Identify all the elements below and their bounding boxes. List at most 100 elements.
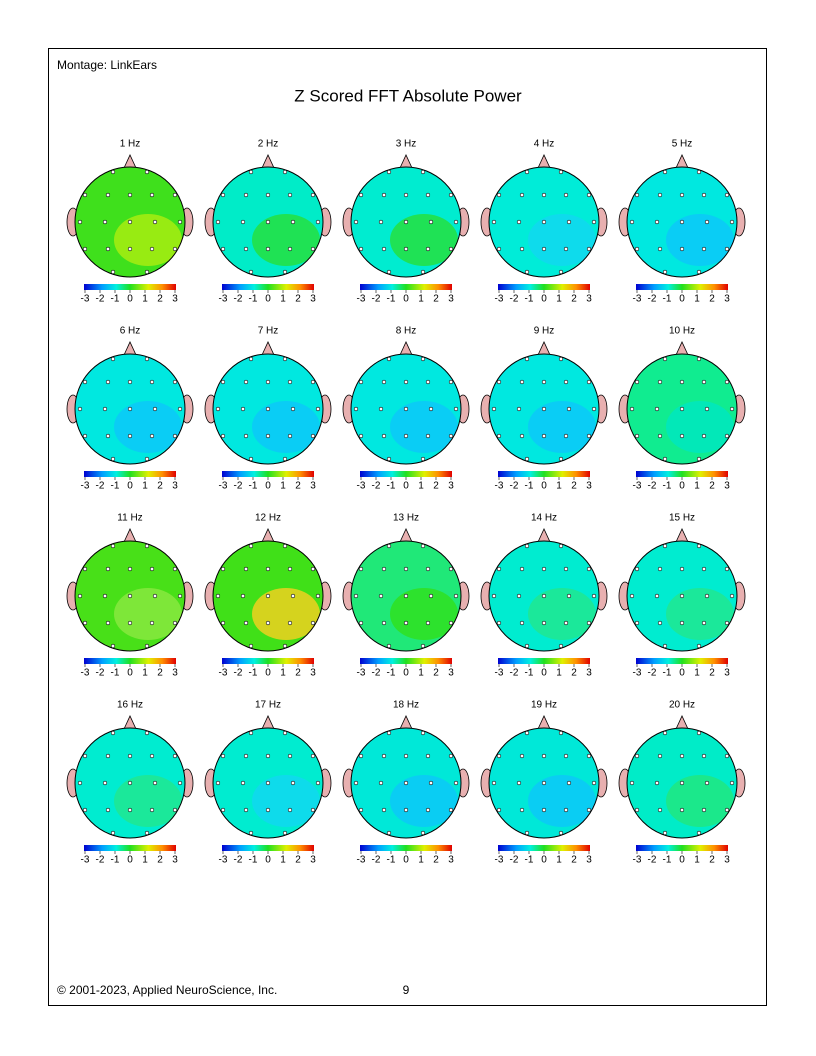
colorbar-tick-label: -1 [249,668,258,679]
electrode [105,246,111,252]
electrode [265,620,271,626]
electrode [586,807,592,813]
electrode [516,219,522,225]
electrode [172,379,178,385]
electrode [378,219,384,225]
colorbar-tick-label: -3 [495,481,504,492]
map-label: 15 Hz [669,513,695,524]
electrode [634,807,640,813]
topo-region [666,588,734,640]
electrode [144,730,150,736]
electrode [310,566,316,572]
electrode [287,246,293,252]
nose [675,341,689,356]
colorbar-tick-label: -3 [495,668,504,679]
electrode [701,620,707,626]
colorbar-tick-label: 1 [142,668,148,679]
electrode [177,780,183,786]
colorbar-tick-label: -1 [387,855,396,866]
colorbar-tick-label: -3 [81,855,90,866]
electrode [127,620,133,626]
colorbar-tick-label: 1 [142,855,148,866]
colorbar-tick-label: -1 [387,294,396,305]
electrode [566,593,572,599]
electrode [696,269,702,275]
electrode [243,379,249,385]
colorbar-tick-label: 2 [295,294,301,305]
electrode [701,246,707,252]
topo-map: 7 Hz -3 -2 -1 0 1 2 3 [204,326,332,492]
topo-map: 20 Hz -3 -2 -1 0 1 2 3 [618,700,746,866]
electrode [448,192,454,198]
nose [123,341,137,356]
electrode [524,269,530,275]
colorbar-tick-label: -2 [96,481,105,492]
electrode [386,356,392,362]
electrode [403,433,409,439]
electrode [127,219,133,225]
nose [261,528,275,543]
electrode [149,379,155,385]
map-label: 17 Hz [255,700,281,711]
colorbar [498,658,590,664]
nose [537,528,551,543]
electrode [381,433,387,439]
topo-region [528,588,596,640]
topo-region [528,214,596,266]
electrode [144,643,150,649]
colorbar-tick-label: -2 [372,855,381,866]
colorbar [222,471,314,477]
map-label: 19 Hz [531,700,557,711]
map-label: 7 Hz [258,326,279,337]
electrode [215,219,221,225]
colorbar-tick-label: -2 [96,294,105,305]
electrode [240,219,246,225]
electrode [381,246,387,252]
colorbar-tick-label: 0 [541,481,547,492]
electrode [110,830,116,836]
electrode [381,807,387,813]
map-label: 2 Hz [258,139,279,150]
electrode [172,246,178,252]
electrode [127,246,133,252]
colorbar-tick-label: 3 [724,668,730,679]
colorbar-tick-label: 1 [142,294,148,305]
colorbar-tick-label: -1 [525,668,534,679]
colorbar [222,284,314,290]
electrode [724,620,730,626]
colorbar-tick-label: 0 [679,668,685,679]
electrode [420,356,426,362]
topo-map: 9 Hz -3 -2 -1 0 1 2 3 [480,326,608,492]
electrode [696,456,702,462]
head-outline [74,166,186,278]
colorbar-tick-label: 0 [679,855,685,866]
electrode [110,643,116,649]
electrode [634,753,640,759]
electrode [287,753,293,759]
electrode [149,566,155,572]
electrode [102,780,108,786]
map-label: 13 Hz [393,513,419,524]
electrode [496,807,502,813]
electrode [558,730,564,736]
colorbar-tick-label: 3 [586,294,592,305]
electrode [704,780,710,786]
electrode [679,219,685,225]
electrode [657,620,663,626]
colorbar-tick-label: -3 [357,668,366,679]
colorbar-tick-label: 2 [157,855,163,866]
colorbar-tick-label: 0 [679,294,685,305]
colorbar-tick-label: 3 [586,481,592,492]
electrode [265,807,271,813]
electrode [102,593,108,599]
electrode [696,643,702,649]
electrode [353,780,359,786]
electrode [679,753,685,759]
electrode [215,593,221,599]
colorbar-tick-label: -3 [219,855,228,866]
electrode [105,433,111,439]
electrode [448,246,454,252]
colorbar-tick-label: -2 [510,481,519,492]
colorbar-tick-label: 2 [433,668,439,679]
colorbar-tick-label: 1 [418,855,424,866]
